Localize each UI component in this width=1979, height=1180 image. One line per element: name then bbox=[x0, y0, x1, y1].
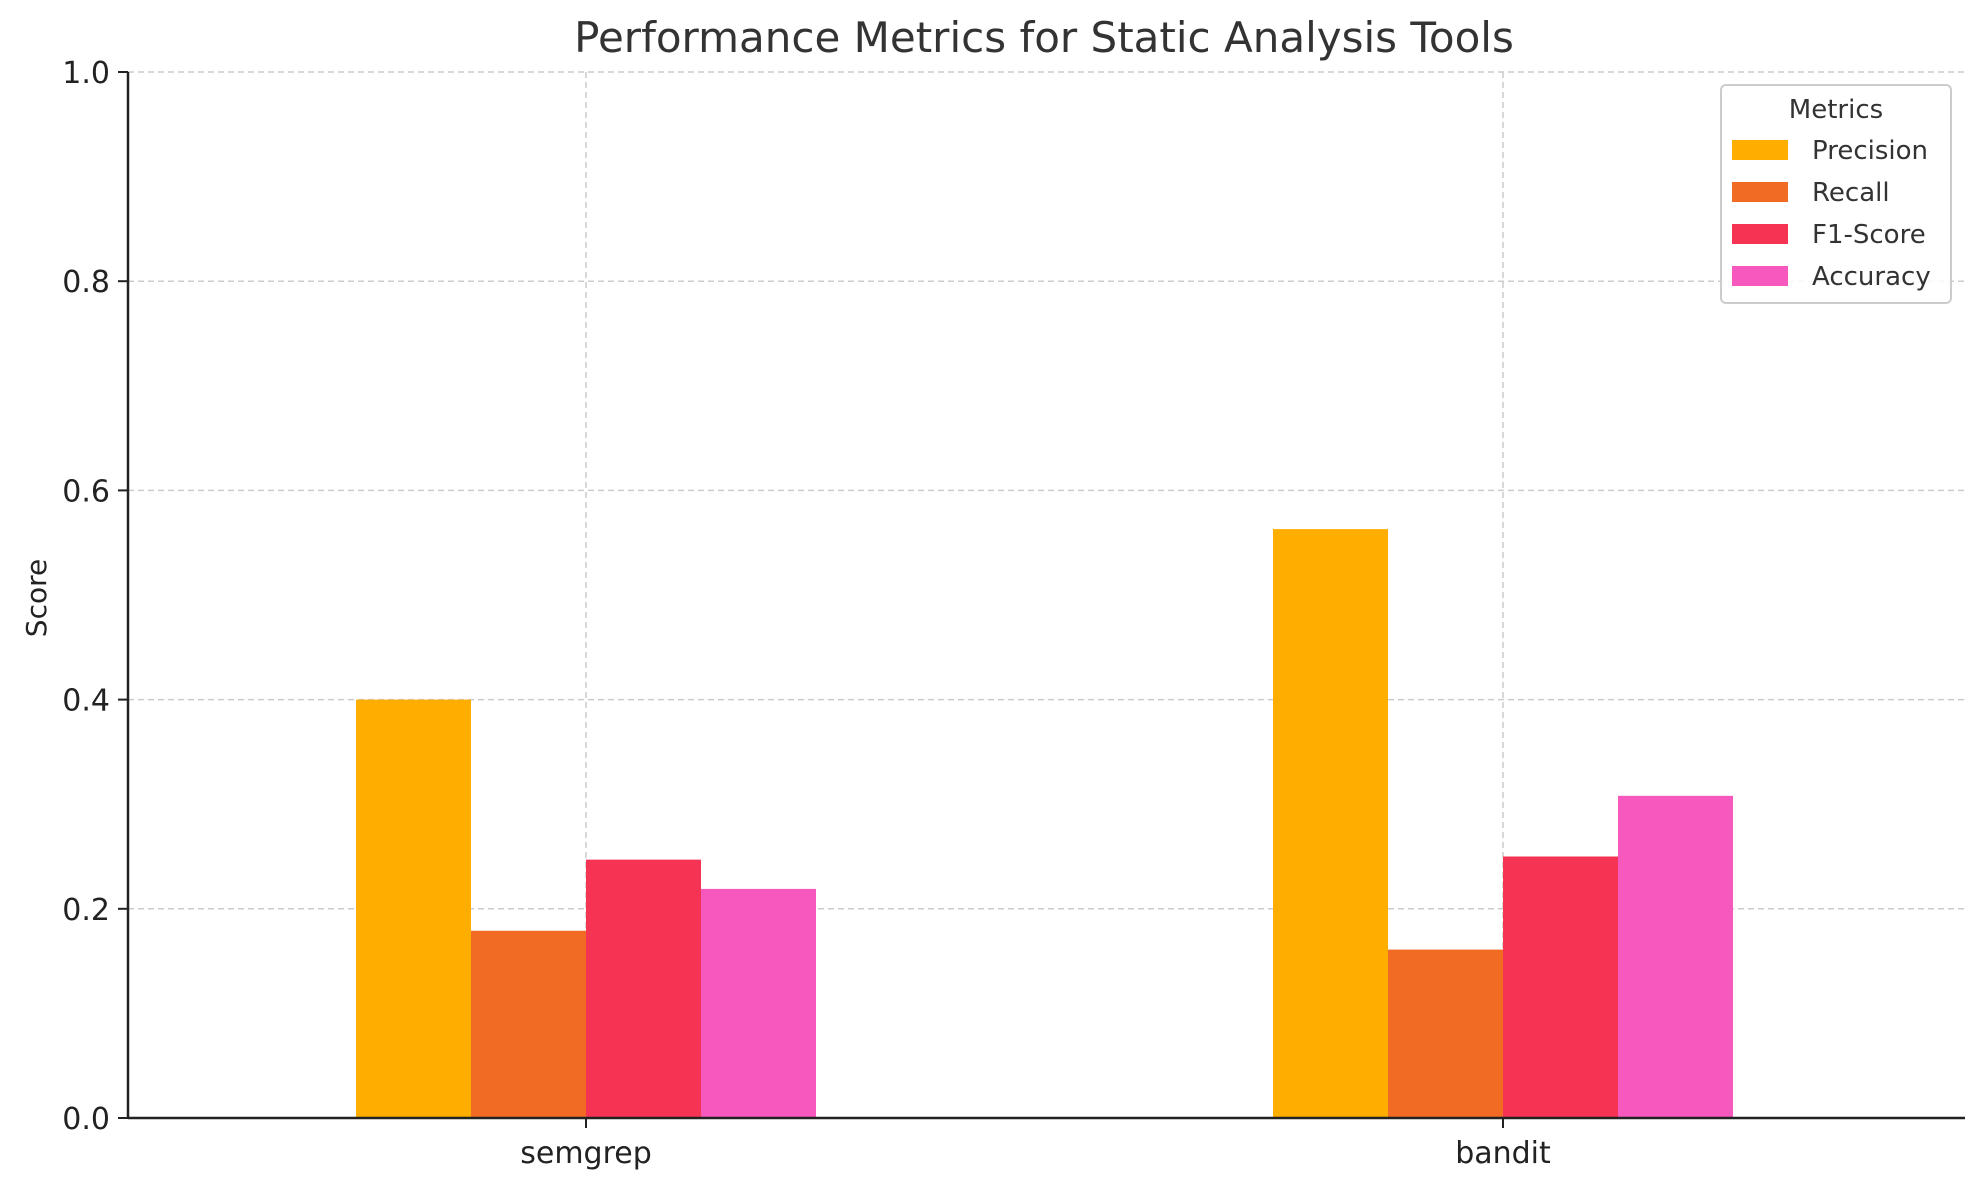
legend-swatch bbox=[1732, 182, 1788, 202]
bar-precision-semgrep bbox=[356, 699, 471, 1118]
x-tick-label: bandit bbox=[1455, 1136, 1551, 1171]
legend-label: Recall bbox=[1812, 178, 1890, 208]
bar-accuracy-semgrep bbox=[701, 888, 816, 1118]
y-tick-label: 0.0 bbox=[62, 1102, 110, 1137]
chart-title: Performance Metrics for Static Analysis … bbox=[574, 13, 1514, 62]
axes-layer: 0.0 0.2 0.4 0.6 0.8 1.0 semgrep bandit bbox=[62, 56, 1965, 1171]
legend-label: Precision bbox=[1812, 136, 1928, 166]
y-tick-label: 0.8 bbox=[62, 265, 110, 300]
legend-swatch bbox=[1732, 266, 1788, 286]
legend-items: Precision Recall F1-Score Accuracy bbox=[1732, 136, 1931, 292]
legend: Metrics Precision Recall F1-Score Accuracy bbox=[1720, 84, 1952, 304]
legend-swatch bbox=[1732, 140, 1788, 160]
y-tick-label: 1.0 bbox=[62, 56, 110, 91]
bar-accuracy-bandit bbox=[1618, 795, 1733, 1118]
y-axis-label: Score bbox=[20, 559, 53, 637]
legend-label: F1-Score bbox=[1812, 220, 1926, 250]
bar-recall-semgrep bbox=[471, 930, 586, 1118]
legend-label: Accuracy bbox=[1812, 262, 1931, 292]
bar-f1-score-bandit bbox=[1503, 856, 1618, 1118]
y-tick-label: 0.6 bbox=[62, 474, 110, 509]
bar-precision-bandit bbox=[1273, 529, 1388, 1118]
legend-box bbox=[1720, 84, 1952, 304]
bars-layer bbox=[356, 529, 1733, 1118]
legend-title: Metrics bbox=[1789, 95, 1883, 125]
bar-recall-bandit bbox=[1388, 949, 1503, 1118]
x-tick-label: semgrep bbox=[520, 1136, 652, 1171]
bar-f1-score-semgrep bbox=[586, 859, 701, 1118]
legend-swatch bbox=[1732, 224, 1788, 244]
y-tick-label: 0.4 bbox=[62, 684, 110, 719]
y-tick-label: 0.2 bbox=[62, 893, 110, 928]
